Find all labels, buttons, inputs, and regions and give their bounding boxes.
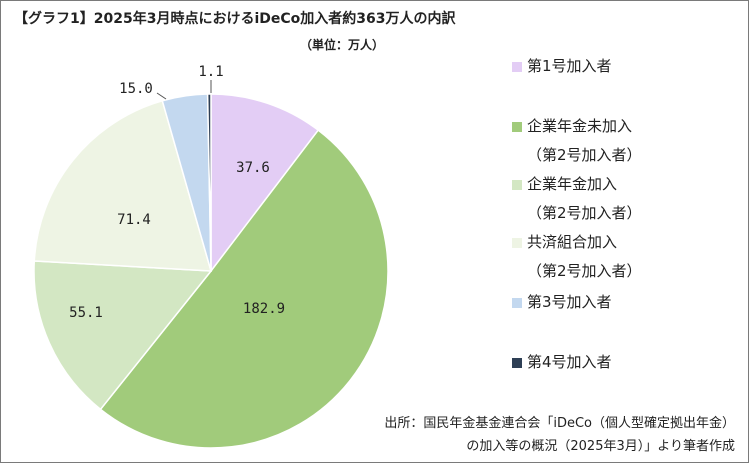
data-label-5: 15.0: [119, 81, 153, 97]
legend-swatch: [512, 358, 522, 368]
pie-slice-1: [210, 93, 320, 274]
chart-title: 【グラフ1】2025年3月時点におけるiDeCo加入者約363万人の内訳: [14, 11, 456, 27]
legend-swatch: [512, 298, 522, 308]
legend-label: 第4号加入者: [527, 353, 612, 371]
data-label-6: 1.1: [198, 64, 223, 80]
data-label-2: 182.9: [243, 301, 285, 317]
legend-swatch: [512, 62, 522, 72]
source-line-2: の加入等の概況（2025年3月）」より筆者作成: [466, 439, 735, 454]
data-label-4: 71.4: [117, 212, 151, 228]
legend-label: 第1号加入者: [527, 57, 612, 75]
pie-slice-4: [33, 99, 213, 272]
pie-slice-2: [99, 129, 389, 449]
legend-label: 第3号加入者: [527, 293, 612, 311]
legend-label: 企業年金未加入 （第2号加入者）: [527, 117, 642, 164]
legend-label: 共済組合加入 （第2号加入者）: [527, 233, 642, 280]
source-line-1: 出所：国民年金基金連合会「iDeCo（個人型確定拠出年金）: [384, 416, 735, 431]
leader-line-5: [156, 92, 167, 100]
unit-label: （単位：万人）: [300, 38, 385, 52]
legend-swatch: [512, 122, 522, 132]
legend-label: 企業年金加入 （第2号加入者）: [527, 175, 642, 222]
legend-swatch: [512, 180, 522, 190]
legend-swatch: [512, 238, 522, 248]
pie-slice-6: [206, 93, 212, 272]
source-note: 出所：国民年金基金連合会「iDeCo（個人型確定拠出年金） の加入等の概況（20…: [384, 412, 735, 458]
data-label-3: 55.1: [69, 305, 103, 321]
pie-slice-3: [33, 260, 213, 411]
data-label-1: 37.6: [236, 160, 270, 176]
